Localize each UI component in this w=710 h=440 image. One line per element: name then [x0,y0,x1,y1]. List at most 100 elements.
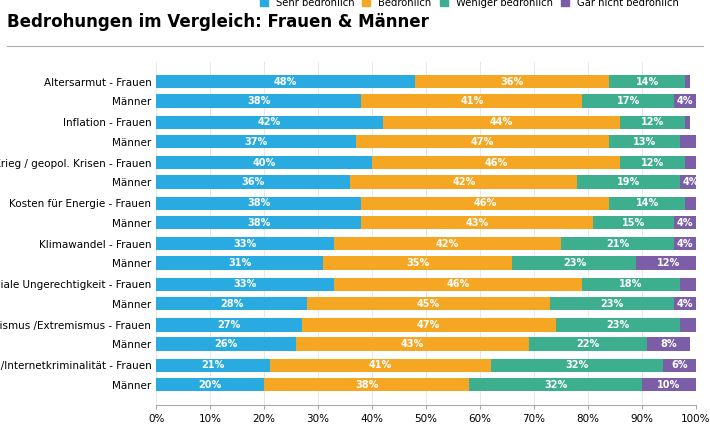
Bar [679,135,696,148]
Bar [621,116,685,129]
Text: 26%: 26% [214,339,238,349]
Bar [685,156,696,169]
Text: 33%: 33% [234,239,257,249]
Text: 42%: 42% [436,239,459,249]
Text: 43%: 43% [466,218,489,227]
Text: 38%: 38% [247,96,271,106]
Text: 32%: 32% [565,360,589,370]
Text: 38%: 38% [247,218,271,227]
Text: 40%: 40% [253,158,275,168]
Text: 33%: 33% [234,279,257,289]
Bar [577,176,679,189]
Text: 4%: 4% [677,239,693,249]
Text: 41%: 41% [368,360,392,370]
Bar [156,156,372,169]
Bar [302,318,555,331]
Bar [156,75,415,88]
Text: 46%: 46% [484,158,508,168]
Bar [555,318,679,331]
Bar [307,297,550,310]
Text: 22%: 22% [577,339,599,349]
Text: 42%: 42% [452,177,476,187]
Text: 4%: 4% [677,96,693,106]
Text: 35%: 35% [406,258,430,268]
Bar [156,297,307,310]
Bar [513,257,636,270]
Bar [156,318,302,331]
Text: 28%: 28% [220,299,244,309]
Bar [674,94,696,108]
Bar [156,216,361,229]
Bar [156,176,351,189]
Bar [636,257,701,270]
Text: 47%: 47% [417,320,440,330]
Bar [609,135,679,148]
Text: 42%: 42% [258,117,281,127]
Text: 12%: 12% [641,158,665,168]
Bar [642,378,696,392]
Text: 44%: 44% [490,117,513,127]
Bar [264,378,469,392]
Bar [685,197,696,210]
Bar [156,337,297,351]
Text: 17%: 17% [617,96,640,106]
Text: 36%: 36% [501,77,524,87]
Bar [351,176,577,189]
Bar [324,257,513,270]
Bar [674,216,696,229]
Bar [679,176,701,189]
Bar [621,156,685,169]
Bar [156,237,334,250]
Text: Bedrohungen im Vergleich: Frauen & Männer: Bedrohungen im Vergleich: Frauen & Männe… [7,13,429,31]
Bar [550,297,674,310]
Bar [582,94,674,108]
Text: 18%: 18% [619,279,643,289]
Text: 6%: 6% [672,360,688,370]
Text: 4%: 4% [677,299,693,309]
Bar [156,135,356,148]
Text: 43%: 43% [401,339,424,349]
Bar [372,156,621,169]
Bar [156,278,334,291]
Bar [648,337,690,351]
Text: 14%: 14% [635,198,659,208]
Bar [156,257,324,270]
Text: 21%: 21% [606,239,629,249]
Bar [469,378,642,392]
Text: 12%: 12% [657,258,680,268]
Text: 20%: 20% [199,380,222,390]
Text: 10%: 10% [657,380,680,390]
Text: 36%: 36% [241,177,265,187]
Bar [582,278,679,291]
Bar [156,359,270,372]
Text: 27%: 27% [217,320,241,330]
Bar [361,197,609,210]
Bar [674,237,696,250]
Bar [361,94,582,108]
Text: 12%: 12% [641,117,665,127]
Bar [334,278,582,291]
Bar [609,197,685,210]
Bar [528,337,648,351]
Text: 23%: 23% [563,258,586,268]
Bar [334,237,561,250]
Text: 19%: 19% [617,177,640,187]
Bar [685,75,690,88]
Bar [297,337,528,351]
Text: 47%: 47% [471,136,494,147]
Text: 46%: 46% [474,198,497,208]
Text: 32%: 32% [544,380,567,390]
Text: 46%: 46% [447,279,470,289]
Text: 8%: 8% [660,339,677,349]
Text: 31%: 31% [228,258,251,268]
Bar [156,378,264,392]
Bar [156,197,361,210]
Bar [270,359,491,372]
Bar [679,278,696,291]
Bar [156,116,383,129]
Bar [415,75,609,88]
Bar [674,297,696,310]
Text: 41%: 41% [460,96,484,106]
Bar [679,318,696,331]
Text: 15%: 15% [622,218,645,227]
